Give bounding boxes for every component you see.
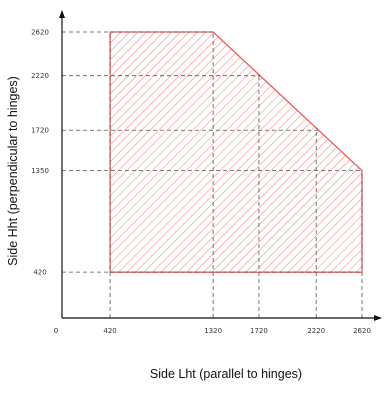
y-tick-label: 2220 bbox=[31, 72, 49, 80]
y-tick-label: 1720 bbox=[31, 127, 49, 135]
x-tick-label: 1720 bbox=[250, 327, 268, 335]
x-tick-label: 2620 bbox=[353, 327, 371, 335]
y-tick-label: 2620 bbox=[31, 29, 49, 37]
x-tick-label: 1320 bbox=[204, 327, 222, 335]
y-tick-label: 420 bbox=[33, 269, 46, 277]
y-axis-label: Side Hht (perpendicular to hinges) bbox=[6, 76, 20, 266]
y-tick-label: 1350 bbox=[31, 167, 49, 175]
x-tick-label: 420 bbox=[103, 327, 116, 335]
x-axis-label: Side Lht (parallel to hinges) bbox=[150, 367, 302, 381]
origin-label: 0 bbox=[54, 327, 58, 335]
y-axis-arrow bbox=[59, 10, 65, 18]
hatched-region bbox=[109, 31, 363, 273]
x-axis-arrow bbox=[374, 315, 382, 321]
x-tick-label: 2220 bbox=[307, 327, 325, 335]
